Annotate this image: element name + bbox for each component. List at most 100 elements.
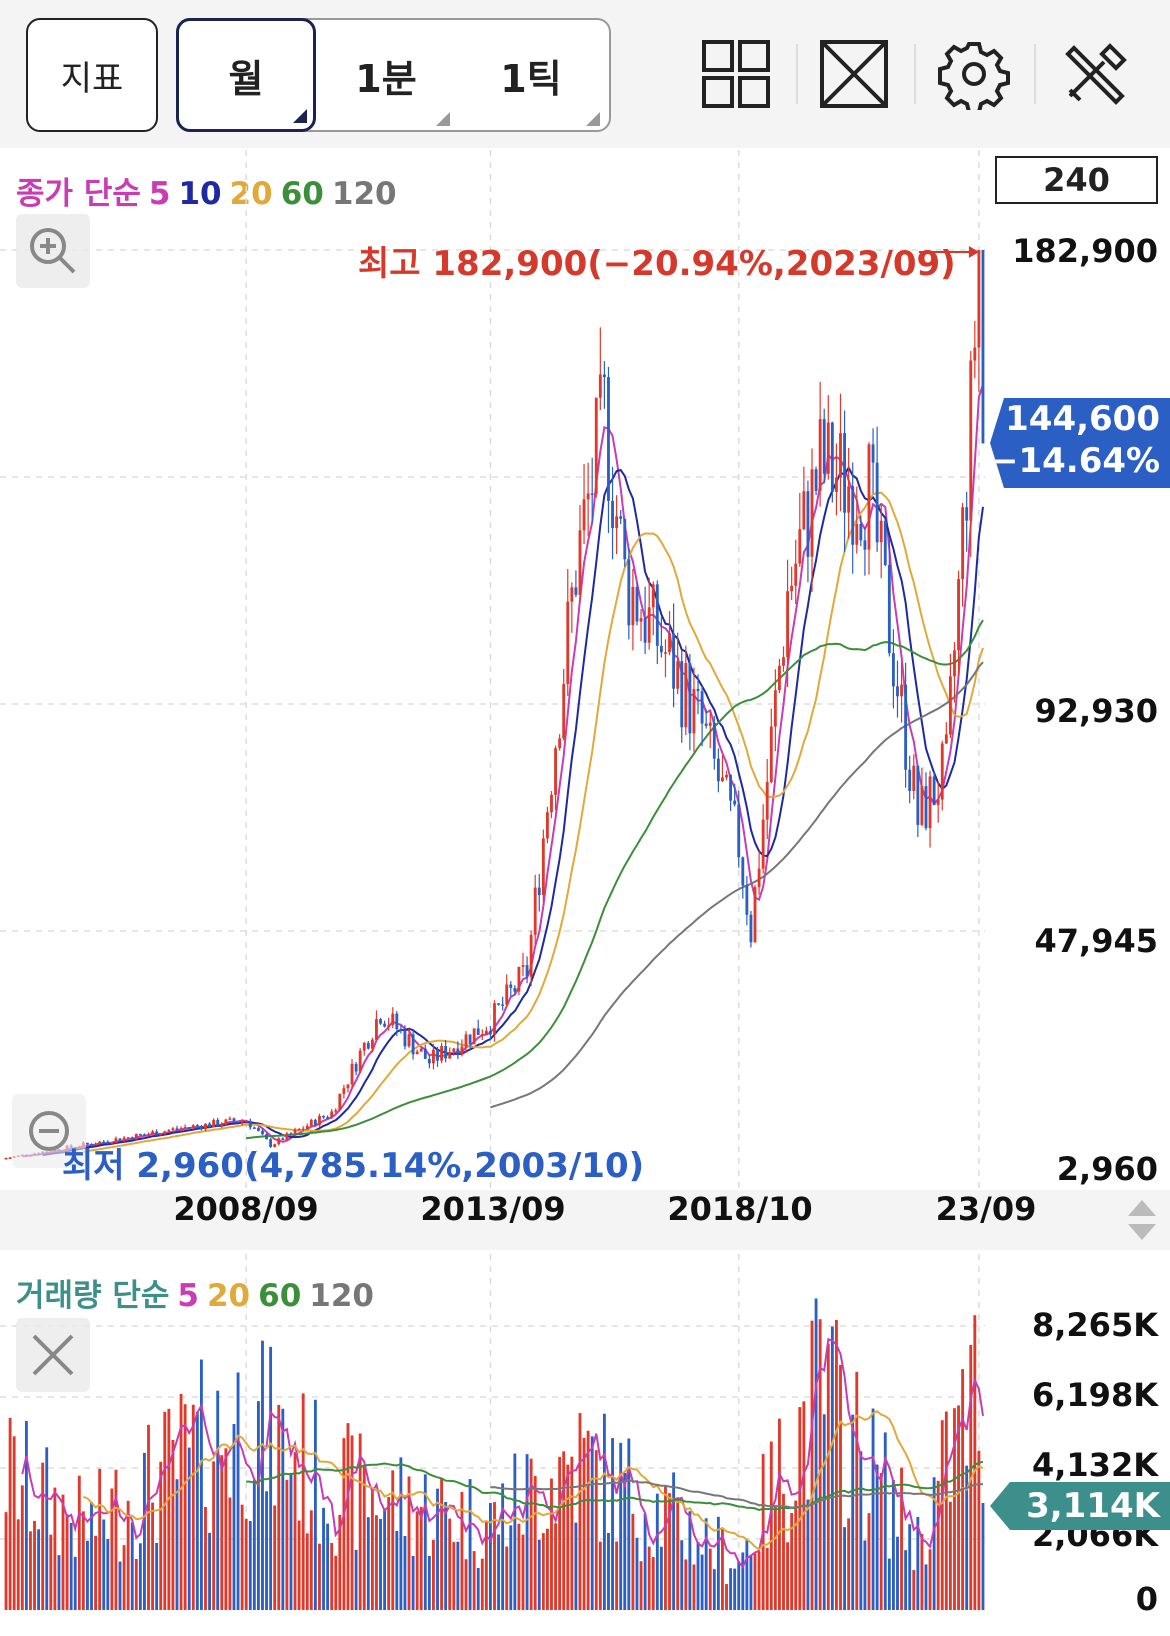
ma60-legend: 60	[280, 176, 324, 212]
layout-grid-icon[interactable]	[700, 38, 772, 110]
ma-period-input[interactable]: 240	[995, 156, 1158, 204]
volume-bar	[680, 1540, 684, 1610]
volume-bar	[802, 1401, 806, 1610]
x-tick-2013: 2013/09	[420, 1190, 566, 1228]
candle-body	[232, 1118, 236, 1122]
candle-body	[354, 1063, 358, 1072]
volume-bar	[651, 1557, 655, 1610]
candle-body	[236, 1121, 240, 1124]
price-tick-mid: 92,930	[1034, 692, 1158, 730]
volume-bar	[875, 1464, 879, 1610]
candle-body	[745, 885, 749, 915]
candle-body	[708, 722, 712, 726]
scroll-updown-icon[interactable]	[1124, 1196, 1160, 1244]
toolbar-divider	[796, 44, 798, 104]
candle-body	[529, 934, 533, 977]
fullscreen-icon[interactable]	[818, 38, 890, 110]
volume-bar	[167, 1408, 171, 1610]
volume-bar	[102, 1519, 106, 1610]
volume-bar	[130, 1522, 134, 1610]
volume-bar	[590, 1436, 594, 1610]
volume-bar	[53, 1487, 57, 1610]
candle-body	[908, 769, 912, 791]
volume-bar	[61, 1494, 65, 1610]
candle-body	[419, 1048, 423, 1052]
volume-bar	[822, 1414, 826, 1610]
x-axis[interactable]	[0, 1190, 1170, 1250]
volume-bar	[969, 1344, 973, 1610]
volume-bar	[155, 1542, 159, 1610]
zoom-out-icon	[29, 1111, 69, 1151]
zoom-in-button[interactable]	[16, 214, 90, 288]
candle-body	[716, 758, 720, 782]
candle-body	[635, 586, 639, 622]
candle-body	[326, 1117, 330, 1119]
volume-bar	[480, 1558, 484, 1610]
volume-bar	[814, 1298, 818, 1610]
volume-bar	[953, 1408, 956, 1610]
candle-body	[472, 1028, 476, 1045]
candle-body	[615, 516, 619, 529]
volume-bar	[228, 1497, 232, 1610]
period-1min-button[interactable]: 1분	[316, 18, 456, 132]
volume-bar	[505, 1546, 509, 1610]
volume-bar	[619, 1442, 623, 1610]
volume-bar	[981, 1502, 985, 1610]
volume-bar	[493, 1502, 496, 1610]
candle-body	[444, 1045, 448, 1059]
volume-bar	[33, 1520, 36, 1610]
dropdown-corner-icon	[293, 109, 307, 123]
candle-body	[871, 444, 875, 463]
volume-bar	[586, 1430, 590, 1610]
volume-bar	[436, 1488, 439, 1610]
ma10-line	[42, 465, 984, 1157]
candle-body	[183, 1127, 187, 1129]
close-volume-button[interactable]	[16, 1318, 90, 1392]
candle-body	[452, 1048, 456, 1052]
volume-bar	[664, 1486, 667, 1610]
volume-bar	[195, 1411, 199, 1610]
zoom-out-button[interactable]	[12, 1094, 86, 1168]
candle-body	[403, 1029, 407, 1047]
candle-body	[684, 663, 688, 728]
candle-body	[484, 1030, 488, 1035]
candle-body	[179, 1128, 183, 1130]
vol-tick-1: 8,265K	[1031, 1306, 1158, 1344]
period-1min-label: 1분	[355, 56, 417, 101]
current-change: −14.64%	[990, 441, 1161, 481]
volume-bar	[305, 1533, 309, 1610]
candle-body	[411, 1034, 415, 1055]
indicator-button[interactable]: 지표	[26, 18, 158, 132]
volume-bar	[4, 1512, 8, 1610]
volume-bar	[562, 1451, 566, 1610]
volume-bar	[427, 1555, 431, 1610]
candle-body	[843, 433, 846, 513]
candle-body	[570, 587, 574, 602]
candle-body	[721, 777, 724, 782]
volume-bar	[143, 1452, 146, 1610]
volume-bar	[525, 1454, 529, 1610]
candle-body	[456, 1048, 460, 1055]
volume-bar	[684, 1559, 688, 1610]
price-tick-min: 2,960	[1056, 1150, 1158, 1188]
volume-bar	[659, 1546, 663, 1610]
candle-body	[448, 1051, 452, 1059]
candle-body	[147, 1134, 150, 1136]
vol-tick-2: 6,198K	[1031, 1376, 1158, 1414]
candle-body	[741, 857, 745, 886]
x-tick-2018: 2018/10	[667, 1190, 813, 1228]
volume-bar	[24, 1420, 28, 1610]
volume-bar	[309, 1510, 313, 1610]
period-1tick-button[interactable]: 1틱	[456, 18, 606, 132]
candle-body	[468, 1034, 472, 1045]
tools-icon[interactable]	[1060, 38, 1132, 110]
candle-body	[228, 1118, 232, 1120]
volume-bar	[883, 1432, 887, 1610]
volume-bar	[647, 1546, 651, 1610]
volume-bar	[887, 1558, 891, 1610]
vol-ma60-legend: 60	[258, 1278, 302, 1314]
gear-icon[interactable]	[938, 38, 1010, 110]
volume-bar	[904, 1550, 908, 1610]
period-month-button[interactable]: 월	[176, 18, 316, 132]
volume-bar	[391, 1470, 395, 1610]
